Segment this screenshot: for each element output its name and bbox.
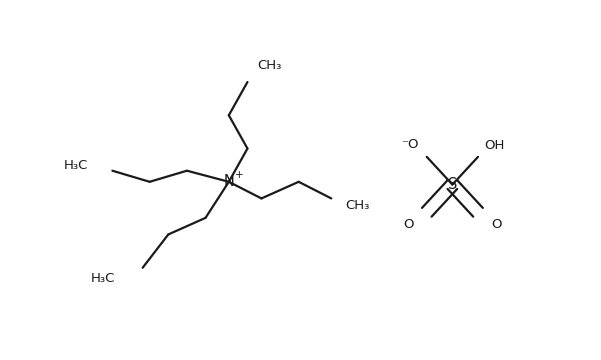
Text: OH: OH	[484, 139, 504, 152]
Text: O: O	[403, 218, 413, 231]
Text: +: +	[235, 170, 243, 180]
Text: O: O	[492, 218, 502, 231]
Text: H₃C: H₃C	[64, 159, 88, 172]
Text: S: S	[448, 177, 457, 192]
Text: N: N	[224, 174, 234, 189]
Text: CH₃: CH₃	[345, 199, 370, 212]
Text: H₃C: H₃C	[90, 272, 115, 285]
Text: ⁻O: ⁻O	[401, 138, 418, 151]
Text: CH₃: CH₃	[257, 59, 281, 72]
